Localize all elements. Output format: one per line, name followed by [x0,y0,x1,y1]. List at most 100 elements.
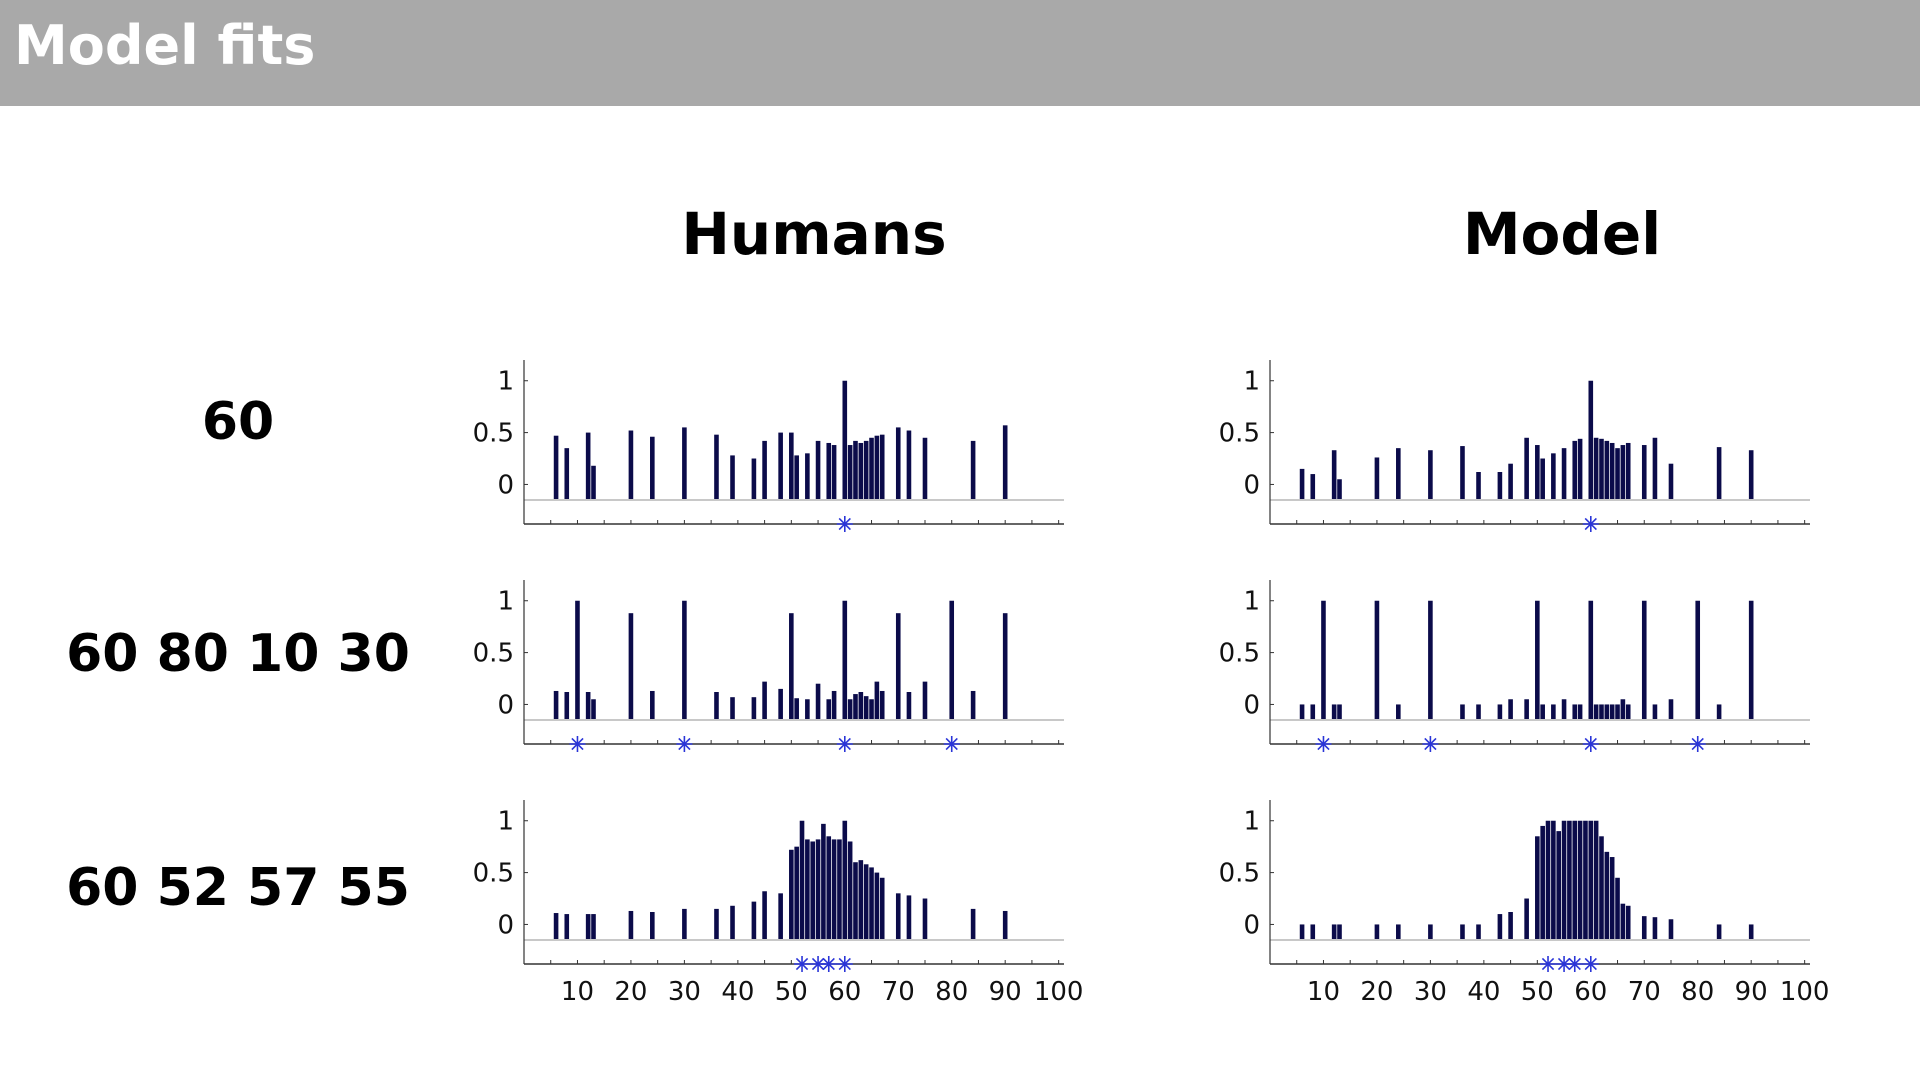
bar [1588,380,1594,499]
y-tick-label: 1 [1243,367,1260,397]
bar [837,839,842,939]
bar [1299,704,1305,719]
x-tick-label: 20 [1360,977,1393,1007]
marker-stroke [811,957,825,971]
bar [553,913,559,939]
marker-stroke [1691,737,1704,751]
bar [1668,463,1674,499]
bar [895,893,901,939]
bar [842,600,848,719]
bar [970,440,976,499]
marker-stroke [822,957,835,971]
bar [842,820,848,939]
bar [751,458,757,499]
y-tick-label: 0.5 [473,859,514,889]
bar [714,908,719,939]
bar [682,908,687,939]
y-tick-label: 0.5 [1219,639,1260,669]
bar [650,690,655,719]
x-tick-label: 50 [775,977,808,1007]
bar [906,692,912,719]
target-marker [943,736,960,752]
bar [1695,600,1701,719]
bar [1577,820,1583,939]
x-tick-label: 70 [882,977,915,1007]
target-marker [1540,956,1557,972]
marker-stroke [571,737,584,751]
x-tick-label: 60 [828,977,861,1007]
bar [1588,600,1594,719]
y-tick-label: 1 [1243,587,1260,617]
bar [591,699,596,719]
bar [1609,442,1615,499]
bar [1460,446,1465,499]
bar [553,690,559,719]
bar [1460,924,1465,939]
bar [869,437,874,499]
y-tick-label: 0 [497,690,514,720]
bar [1668,699,1674,719]
bar [1331,704,1337,719]
bar [1551,704,1556,719]
bar [1625,905,1631,939]
bar [810,841,816,939]
bar [1748,924,1754,939]
row-label-1: 60 [201,392,275,452]
x-tick-label: 50 [1521,977,1554,1007]
chart-panel-1: 00.51 [473,360,1064,532]
bar [815,839,821,939]
bar [1561,820,1567,939]
bar [1551,820,1556,939]
bar [863,696,869,719]
marker-stroke [1557,957,1571,971]
bar [1599,836,1604,939]
x-tick-label: 80 [1681,977,1714,1007]
bar [591,914,596,939]
bar [1609,857,1615,939]
bar [564,448,570,499]
bar [730,455,735,499]
bar [805,453,810,499]
bar [853,694,858,719]
bar [1540,458,1545,499]
bar [826,836,832,939]
y-tick-label: 1 [1243,807,1260,837]
marker-stroke [838,737,851,751]
bar [628,910,634,939]
bar [1625,704,1631,719]
bar [970,690,976,719]
x-tick-label: 60 [1574,977,1607,1007]
bar [1593,704,1599,719]
bar [585,692,591,719]
chart-panel-3: 00.51 [473,580,1064,752]
target-marker [810,956,827,972]
bar [553,435,559,499]
bar [1567,820,1572,939]
bar [628,430,634,499]
bar [1540,704,1545,719]
bar [970,908,976,939]
chart-panel-6: 0 0.5 1 10 20 30 40 50 60 70 80 90 100 [1219,800,1829,1007]
bar [869,699,874,719]
marker-stroke [838,957,851,971]
bar [1524,699,1529,719]
row-label-2: 60 80 10 30 [66,624,410,684]
bar [1748,600,1754,719]
y-tick-label: 0 [1243,690,1260,720]
marker-stroke [795,957,809,971]
bar [922,437,928,499]
target-marker [1315,736,1332,752]
bar [1545,820,1551,939]
y-tick-label: 0.5 [473,639,514,669]
bar [863,864,869,939]
bar [1476,472,1481,499]
bar [778,893,783,939]
target-marker [1582,736,1599,752]
bar [831,445,837,499]
bar [863,440,869,499]
marker-stroke [1584,737,1597,751]
bar [1716,704,1722,719]
y-tick-label: 1 [497,367,514,397]
target-marker [794,956,811,972]
bar [1620,445,1626,499]
